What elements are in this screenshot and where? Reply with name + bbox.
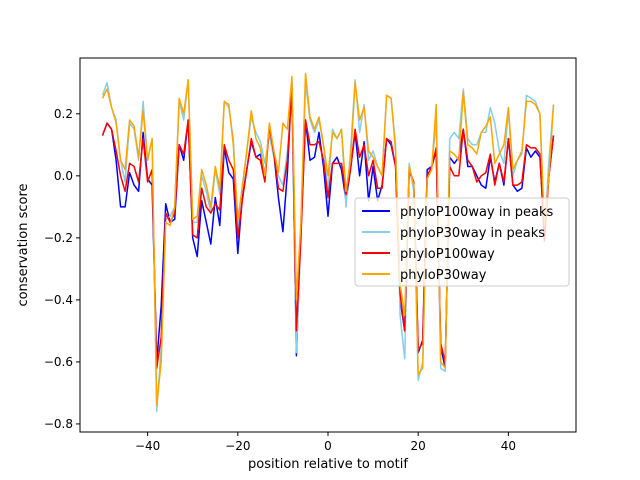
legend-label-0: phyloP100way in peaks xyxy=(400,205,554,220)
y-tick-label: −0.8 xyxy=(44,417,73,431)
y-tick-label: −0.6 xyxy=(44,355,73,369)
x-tick-label: 0 xyxy=(324,439,332,453)
legend-label-3: phyloP30way xyxy=(400,268,487,283)
legend-frame xyxy=(354,197,570,287)
x-axis-label: position relative to motif xyxy=(248,457,408,472)
x-tick-label: −40 xyxy=(135,439,160,453)
legend-label-1: phyloP30way in peaks xyxy=(400,226,545,241)
series-lines xyxy=(101,72,555,413)
series-line-3 xyxy=(101,72,555,407)
x-axis-ticks: −40 −20 0 20 40 xyxy=(135,432,516,453)
x-tick-label: 40 xyxy=(501,439,516,453)
legend: phyloP100way in peaks phyloP30way in peak… xyxy=(354,197,570,287)
y-tick-label: 0.0 xyxy=(54,169,73,183)
y-tick-label: 0.2 xyxy=(54,107,73,121)
legend-label-2: phyloP100way xyxy=(400,247,495,262)
y-axis-ticks: 0.2 0.0 −0.2 −0.4 −0.6 −0.8 xyxy=(44,107,80,431)
y-tick-label: −0.2 xyxy=(44,231,73,245)
x-tick-label: 20 xyxy=(411,439,426,453)
series-line-2 xyxy=(101,88,555,369)
y-axis-label: conservation score xyxy=(16,183,31,306)
x-tick-label: −20 xyxy=(225,439,250,453)
y-tick-label: −0.4 xyxy=(44,293,73,307)
